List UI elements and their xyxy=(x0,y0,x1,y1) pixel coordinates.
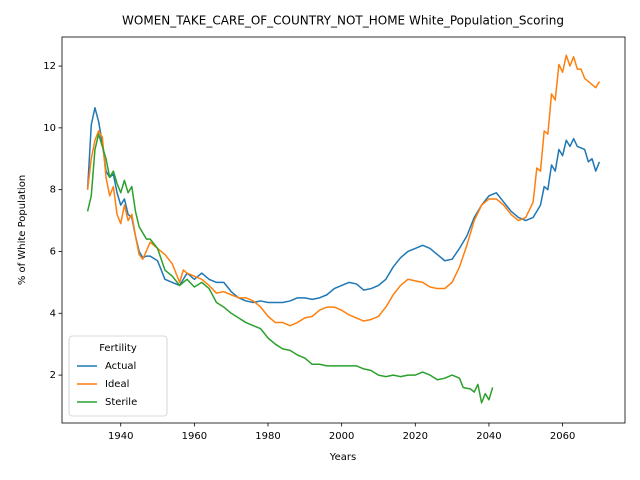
x-tick-label: 2000 xyxy=(329,431,354,442)
y-tick-label: 2 xyxy=(50,370,56,381)
y-tick-label: 12 xyxy=(43,61,56,72)
x-tick-label: 1980 xyxy=(255,431,280,442)
y-axis-label: % of White Population xyxy=(17,175,28,285)
x-tick-label: 2020 xyxy=(403,431,428,442)
y-tick-label: 4 xyxy=(50,308,56,319)
legend-box xyxy=(68,335,168,417)
legend-title: Fertility xyxy=(99,343,137,354)
legend-label: Sterile xyxy=(105,397,137,408)
y-tick-label: 6 xyxy=(50,246,56,257)
x-tick-label: 1940 xyxy=(108,431,133,442)
x-tick-label: 1960 xyxy=(182,431,207,442)
legend-label: Actual xyxy=(105,361,136,372)
x-tick-label: 2060 xyxy=(550,431,575,442)
x-tick-label: 2040 xyxy=(476,431,501,442)
legend-label: Ideal xyxy=(105,379,129,390)
line-series xyxy=(86,133,494,404)
y-tick-label: 8 xyxy=(50,185,56,196)
line-series xyxy=(86,107,601,304)
y-tick-label: 10 xyxy=(43,123,56,134)
plot-frame xyxy=(61,36,626,424)
line-series xyxy=(86,54,601,327)
x-axis-label: Years xyxy=(329,452,356,463)
chart-title: WOMEN_TAKE_CARE_OF_COUNTRY_NOT_HOME Whit… xyxy=(122,14,564,28)
